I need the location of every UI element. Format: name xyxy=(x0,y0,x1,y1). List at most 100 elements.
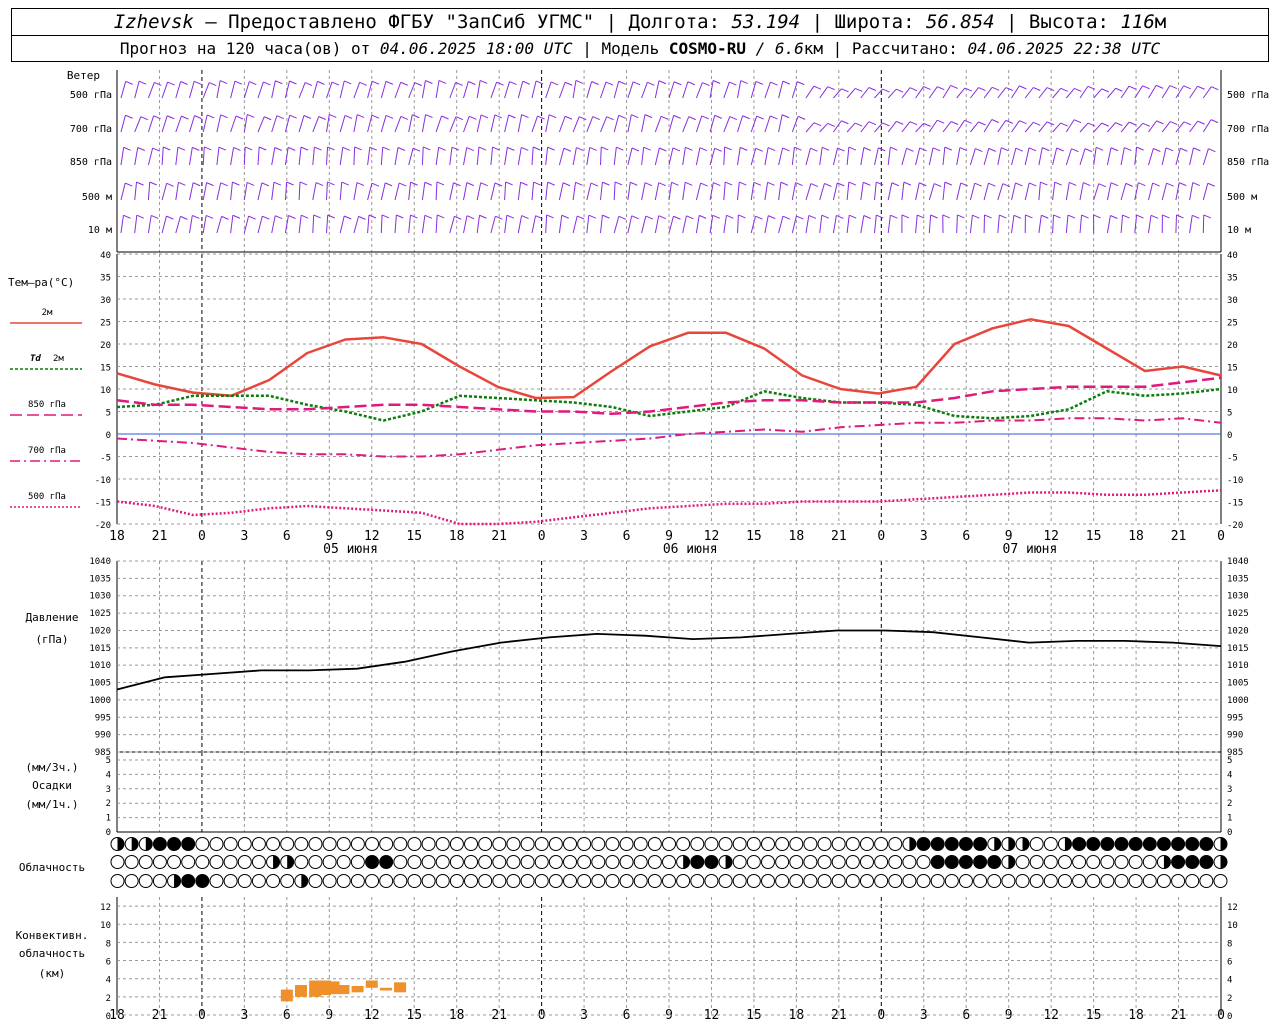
wind-barb-feather xyxy=(919,182,927,187)
wind-barb-staff xyxy=(750,148,757,166)
wind-barb-feather xyxy=(206,114,215,119)
pressure-ytick-left: 1025 xyxy=(89,609,111,619)
wind-barb-staff xyxy=(737,80,742,99)
cloud-cover-symbol xyxy=(1128,855,1143,869)
cloud-cover-symbol xyxy=(534,855,549,869)
wind-barb-staff xyxy=(1079,148,1086,166)
bottom-xtick: 18 xyxy=(449,1008,465,1023)
cloud-cover-symbol xyxy=(563,874,578,888)
wind-barb-feather xyxy=(1019,120,1027,125)
conv-cloud-bar xyxy=(295,985,307,997)
cloud-panel-label: Облачность xyxy=(19,861,85,874)
wind-barb-feather xyxy=(507,146,515,151)
wind-barb-staff xyxy=(1011,148,1017,166)
wind-level-label-right: 10 м xyxy=(1227,225,1251,236)
wind-barb-feather xyxy=(618,80,626,85)
cloud-cover-symbol xyxy=(548,837,563,851)
wind-barb-feather xyxy=(797,115,806,120)
wind-barb-feather xyxy=(453,182,461,187)
wind-barb-staff xyxy=(737,147,741,166)
precip-ytick-left: 2 xyxy=(106,799,111,809)
wind-barb-feather xyxy=(753,181,762,186)
wind-barb-staff xyxy=(887,121,897,133)
wind-barb-feather xyxy=(863,215,872,219)
precip-ytick-right: 3 xyxy=(1227,785,1232,795)
wind-barb-feather xyxy=(644,114,653,119)
wind-barb-staff xyxy=(120,81,127,99)
wind-barb-feather xyxy=(425,80,433,84)
wind-barb-staff xyxy=(805,85,815,99)
wind-barb-staff xyxy=(695,147,701,166)
wind-barb-feather xyxy=(1025,214,1033,219)
bottom-xtick: 9 xyxy=(1005,1008,1013,1023)
wind-barb-feather xyxy=(469,115,477,120)
bottom-xtick: 15 xyxy=(1086,1008,1102,1023)
wind-barb-feather xyxy=(808,214,817,219)
temp-ytick-left: 5 xyxy=(106,409,111,419)
conv-ytick-right: 6 xyxy=(1227,958,1232,968)
wind-barb-feather xyxy=(1054,181,1062,186)
cloud-cover-symbol xyxy=(379,837,394,851)
conv-cloud-bar xyxy=(337,985,350,995)
wind-barb-feather xyxy=(163,146,171,151)
wind-barb-staff xyxy=(1202,86,1212,99)
wind-barb-feather xyxy=(466,182,475,187)
cloud-cover-symbol xyxy=(817,855,832,869)
wind-barb-feather xyxy=(975,148,983,153)
wind-barb-feather xyxy=(991,86,1000,91)
wind-barb-staff xyxy=(284,147,289,166)
wind-barb-staff xyxy=(189,147,193,166)
wind-barb-staff xyxy=(1052,182,1056,201)
wind-barb-staff xyxy=(860,182,864,201)
calc-label: | Рассчитано: xyxy=(823,39,968,58)
wind-barb-feather xyxy=(1192,182,1200,186)
wind-barb-staff xyxy=(175,147,179,166)
wind-barb-feather xyxy=(123,146,131,151)
wind-barb-staff xyxy=(504,215,508,234)
wind-barb-feather xyxy=(441,115,449,120)
temp-ytick-right: 0 xyxy=(1227,431,1232,441)
wind-barb-feather xyxy=(770,81,778,86)
wind-barb-staff xyxy=(805,215,810,234)
conv-ytick-left: 10 xyxy=(100,921,111,931)
date-label: 06 июня xyxy=(663,542,718,557)
wind-barb-staff xyxy=(230,147,235,166)
wind-barb-staff xyxy=(750,81,757,99)
wind-barb-staff xyxy=(1202,119,1212,133)
wind-barb-staff xyxy=(833,88,842,99)
wind-barb-feather xyxy=(208,82,217,87)
wind-barb-staff xyxy=(600,116,608,133)
wind-barb-feather xyxy=(767,181,775,186)
pressure-ytick-left: 1010 xyxy=(89,661,111,671)
wind-barb-feather xyxy=(359,81,367,86)
cloud-cover-symbol xyxy=(1156,837,1171,851)
wind-barb-feather xyxy=(258,146,267,151)
cloud-cover-half xyxy=(1220,837,1228,851)
wind-barb-staff xyxy=(819,147,823,166)
wind-barb-staff xyxy=(1079,122,1089,133)
wind-barb-feather xyxy=(327,181,335,186)
cloud-cover-symbol xyxy=(591,855,606,869)
wind-barb-feather xyxy=(699,147,708,152)
wind-barb-staff xyxy=(189,115,195,133)
conv-cloud-bar xyxy=(365,980,378,988)
wind-barb-staff xyxy=(312,182,317,201)
temp-ytick-left: -10 xyxy=(95,476,111,486)
conv-ytick-left: 6 xyxy=(106,958,111,968)
cloud-cover-symbol xyxy=(294,837,309,851)
wind-barb-feather xyxy=(276,115,285,120)
wind-barb-staff xyxy=(723,215,727,234)
wind-barb-feather xyxy=(246,181,255,186)
wind-barb-staff xyxy=(490,182,496,201)
wind-barb-feather xyxy=(561,214,569,219)
wind-barb-feather xyxy=(713,182,721,187)
precip-ytick-left: 3 xyxy=(106,785,111,795)
wind-panel-label: Ветер xyxy=(67,69,100,82)
cloud-cover-symbol xyxy=(365,855,380,869)
wind-barb-staff xyxy=(463,215,468,234)
cloud-cover-symbol xyxy=(916,837,931,851)
temp-ytick-right: -15 xyxy=(1227,499,1243,509)
wind-barb-staff xyxy=(353,216,360,234)
cloud-cover-symbol xyxy=(1142,855,1157,869)
wind-barb-staff xyxy=(627,114,632,133)
